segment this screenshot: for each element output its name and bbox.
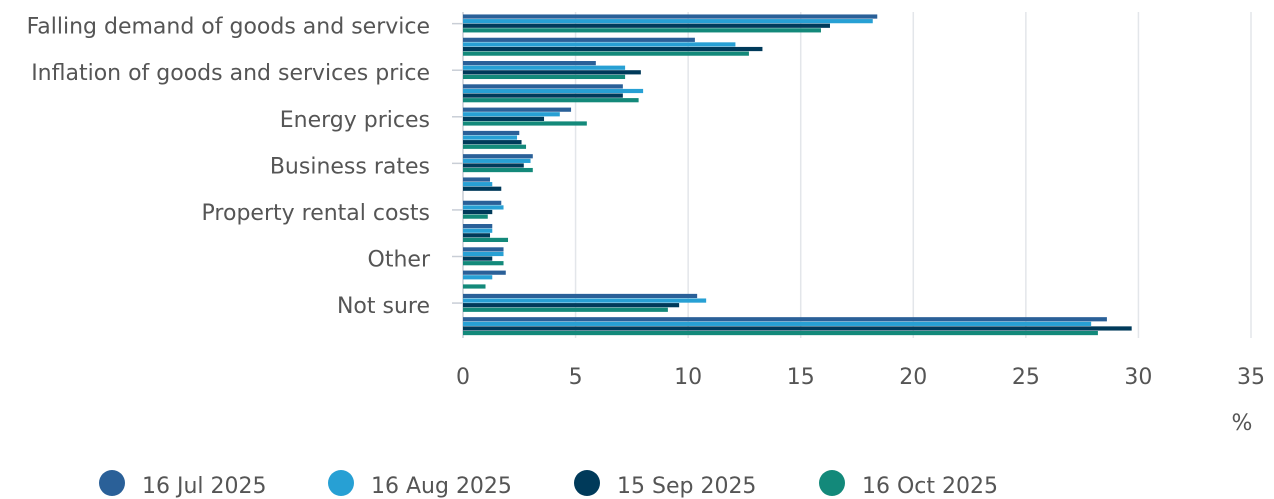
bar — [463, 167, 533, 173]
legend-label: 16 Aug 2025 — [371, 474, 512, 499]
legend-label: 16 Jul 2025 — [142, 474, 267, 499]
x-tick-label: 35 — [1237, 365, 1265, 390]
bar — [463, 307, 668, 312]
bar — [463, 70, 641, 75]
bar — [463, 65, 626, 70]
bar — [463, 228, 493, 233]
bar — [463, 233, 491, 238]
bar — [463, 130, 520, 136]
bar — [463, 224, 493, 229]
legend-label: 16 Oct 2025 — [862, 474, 998, 499]
bar — [463, 326, 1132, 331]
bar — [463, 144, 527, 149]
legend-swatch — [99, 470, 125, 496]
bar — [463, 209, 493, 215]
legend-swatch — [574, 470, 600, 496]
bar — [463, 61, 596, 66]
bar — [463, 186, 502, 191]
y-tick-label: Property rental costs — [202, 201, 430, 226]
y-tick-label: Business rates — [270, 154, 430, 179]
bar — [463, 93, 623, 98]
bar — [463, 98, 639, 103]
bar — [463, 140, 522, 145]
x-tick-label: 25 — [1012, 365, 1040, 390]
bar — [463, 303, 680, 308]
bar — [463, 163, 524, 168]
bar — [463, 270, 506, 275]
y-tick-label: Not sure — [337, 294, 430, 319]
x-tick-label: 10 — [674, 365, 702, 390]
bar — [463, 237, 509, 243]
x-tick-label: 30 — [1124, 365, 1152, 390]
legend-swatch — [328, 470, 354, 496]
bar — [463, 51, 749, 56]
x-tick-label: 20 — [899, 365, 927, 390]
x-tick-label: 5 — [569, 365, 583, 390]
bar — [463, 214, 488, 219]
bar — [463, 321, 1092, 326]
bar — [463, 158, 531, 163]
bar — [463, 200, 502, 205]
bar — [463, 205, 504, 210]
bar — [463, 107, 572, 112]
legend-label: 15 Sep 2025 — [617, 474, 756, 499]
bar — [463, 182, 493, 187]
bar — [463, 112, 560, 117]
bar — [463, 135, 518, 140]
bar — [463, 28, 821, 33]
y-tick-label: Energy prices — [280, 108, 430, 133]
bar — [463, 42, 736, 47]
bar — [463, 317, 1107, 322]
bar — [463, 74, 626, 80]
bar — [463, 330, 1098, 336]
bar — [463, 154, 533, 159]
bar — [463, 247, 504, 252]
bar — [463, 88, 644, 94]
bar — [463, 14, 878, 19]
bar — [463, 275, 493, 280]
y-tick-label: Falling demand of goods and service — [27, 15, 430, 40]
bar — [463, 84, 623, 89]
x-tick-label: 0 — [456, 365, 470, 390]
x-tick-label: 15 — [787, 365, 815, 390]
bar — [463, 19, 873, 24]
y-tick-label: Inflation of goods and services price — [31, 61, 430, 86]
bar — [463, 293, 698, 299]
bar — [463, 256, 493, 261]
bar — [463, 261, 504, 266]
bar — [463, 177, 491, 182]
bar — [463, 251, 504, 257]
legend-swatch — [819, 470, 845, 496]
bar — [463, 37, 695, 42]
bar — [463, 284, 486, 289]
bar — [463, 116, 545, 121]
bar — [463, 121, 587, 126]
bar — [463, 46, 763, 52]
y-tick-label: Other — [368, 248, 431, 273]
bar — [463, 23, 830, 28]
x-axis-label: % — [1232, 411, 1253, 436]
bar — [463, 298, 707, 303]
